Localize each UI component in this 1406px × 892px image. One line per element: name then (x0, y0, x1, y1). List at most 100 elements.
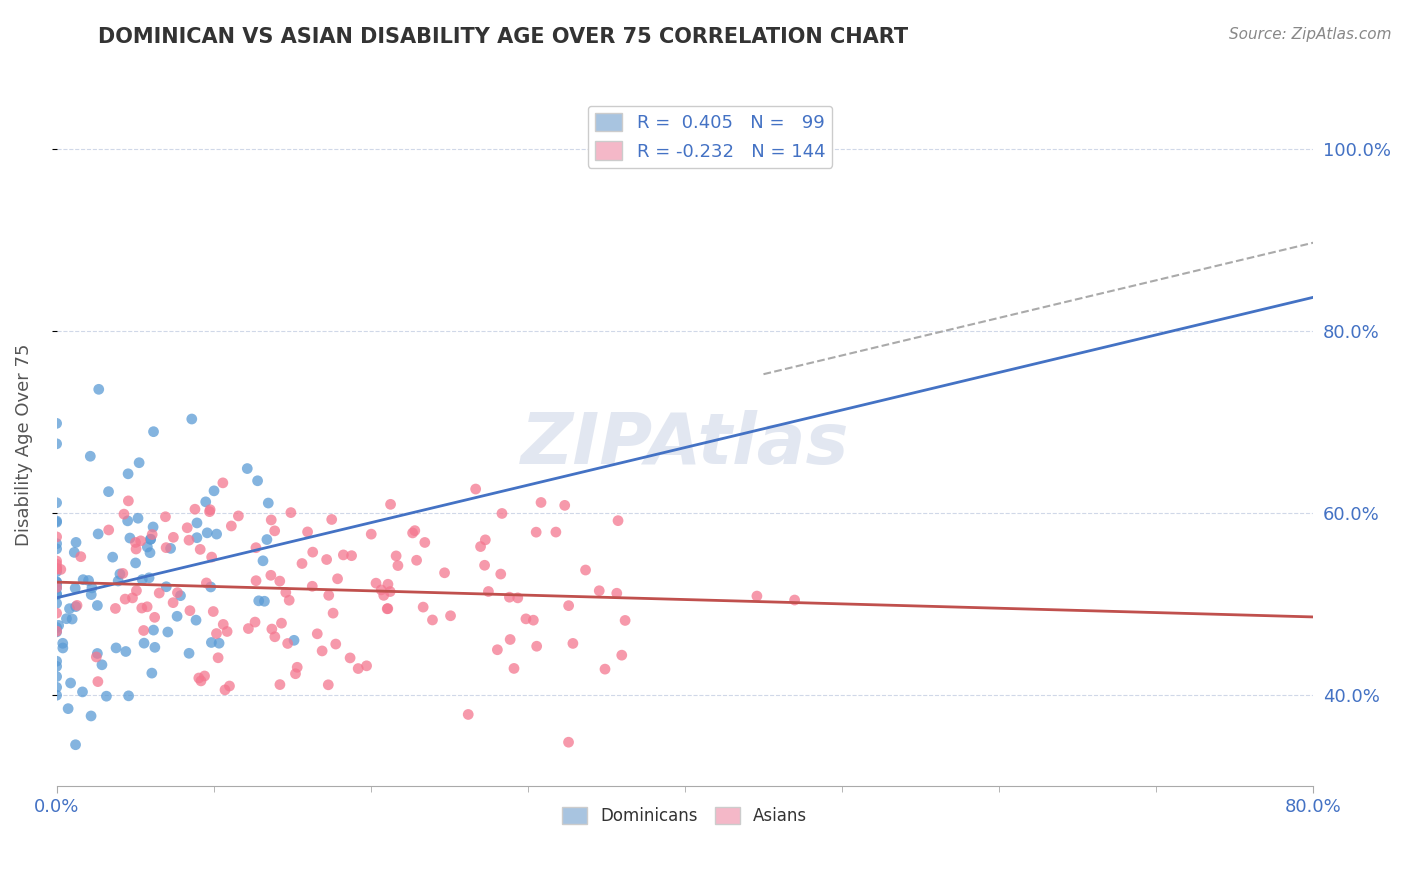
Point (65, 738, 87, 752)
Point (63, 581, 86, 595)
Point (125, 541, 148, 556)
Point (60, 612, 83, 626)
Point (236, 461, 259, 475)
Point (80, 709, 103, 723)
Text: Source: ZipAtlas.com: Source: ZipAtlas.com (1229, 27, 1392, 42)
Point (245, 574, 267, 588)
Point (124, 535, 146, 549)
Text: ZIPAtlas: ZIPAtlas (520, 410, 849, 479)
Point (200, 580, 222, 594)
Point (63, 545, 86, 559)
Text: DOMINICAN VS ASIAN DISABILITY AGE OVER 75 CORRELATION CHART: DOMINICAN VS ASIAN DISABILITY AGE OVER 7… (98, 27, 908, 46)
Point (285, 660, 308, 674)
Point (252, 554, 274, 568)
Point (177, 533, 200, 548)
Point (433, 566, 456, 580)
Point (125, 583, 148, 598)
Point (412, 600, 434, 615)
Point (45, 515, 67, 529)
Point (77, 574, 100, 588)
Point (49, 562, 72, 576)
Point (606, 586, 628, 600)
Point (108, 566, 131, 581)
Point (156, 625, 179, 640)
Point (378, 584, 401, 599)
Point (45, 530, 67, 544)
Point (87, 527, 110, 541)
Point (45, 624, 67, 639)
Point (45, 606, 67, 620)
Point (278, 593, 301, 607)
Point (72, 685, 94, 699)
Point (45, 575, 67, 590)
Point (162, 596, 184, 610)
Point (554, 499, 576, 513)
Point (188, 542, 211, 557)
Point (593, 662, 616, 676)
Point (205, 527, 228, 541)
Point (107, 574, 129, 588)
Point (557, 735, 579, 749)
Point (506, 591, 529, 605)
Point (291, 557, 314, 571)
Point (257, 496, 280, 510)
Point (208, 636, 231, 650)
Point (45, 417, 67, 431)
Point (783, 593, 806, 607)
Point (45, 659, 67, 673)
Point (45, 654, 67, 668)
Point (413, 535, 436, 549)
Point (256, 533, 278, 547)
Point (364, 576, 387, 591)
Point (143, 610, 166, 624)
Point (141, 666, 163, 681)
Point (477, 584, 499, 599)
Point (284, 666, 307, 681)
Point (97, 523, 120, 537)
Point (139, 532, 162, 546)
Point (136, 540, 159, 554)
Point (136, 599, 159, 614)
Point (269, 677, 291, 691)
Point (45, 562, 67, 576)
Point (86, 649, 108, 664)
Point (217, 624, 239, 639)
Point (274, 585, 297, 599)
Point (118, 531, 141, 545)
Point (112, 507, 135, 521)
Point (245, 541, 267, 555)
Point (45, 688, 67, 702)
Y-axis label: Disability Age Over 75: Disability Age Over 75 (15, 343, 32, 546)
Point (321, 512, 343, 526)
Point (45, 578, 67, 592)
Point (212, 617, 235, 632)
Point (187, 671, 209, 685)
Point (214, 682, 236, 697)
Point (45, 558, 67, 572)
Point (301, 579, 323, 593)
Point (141, 527, 163, 541)
Point (117, 494, 139, 508)
Point (326, 572, 349, 586)
Point (315, 552, 337, 566)
Point (69, 549, 91, 564)
Point (270, 616, 292, 631)
Point (45, 536, 67, 550)
Point (48, 618, 70, 632)
Point (58, 601, 80, 615)
Point (318, 588, 340, 602)
Point (464, 482, 486, 496)
Point (530, 495, 553, 509)
Point (301, 545, 323, 559)
Point (184, 502, 207, 516)
Point (45, 582, 67, 596)
Point (401, 525, 423, 540)
Point (177, 646, 200, 660)
Point (117, 467, 139, 481)
Point (544, 524, 567, 539)
Point (65, 599, 87, 614)
Point (155, 580, 177, 594)
Point (129, 533, 152, 548)
Point (104, 601, 127, 615)
Point (195, 575, 218, 590)
